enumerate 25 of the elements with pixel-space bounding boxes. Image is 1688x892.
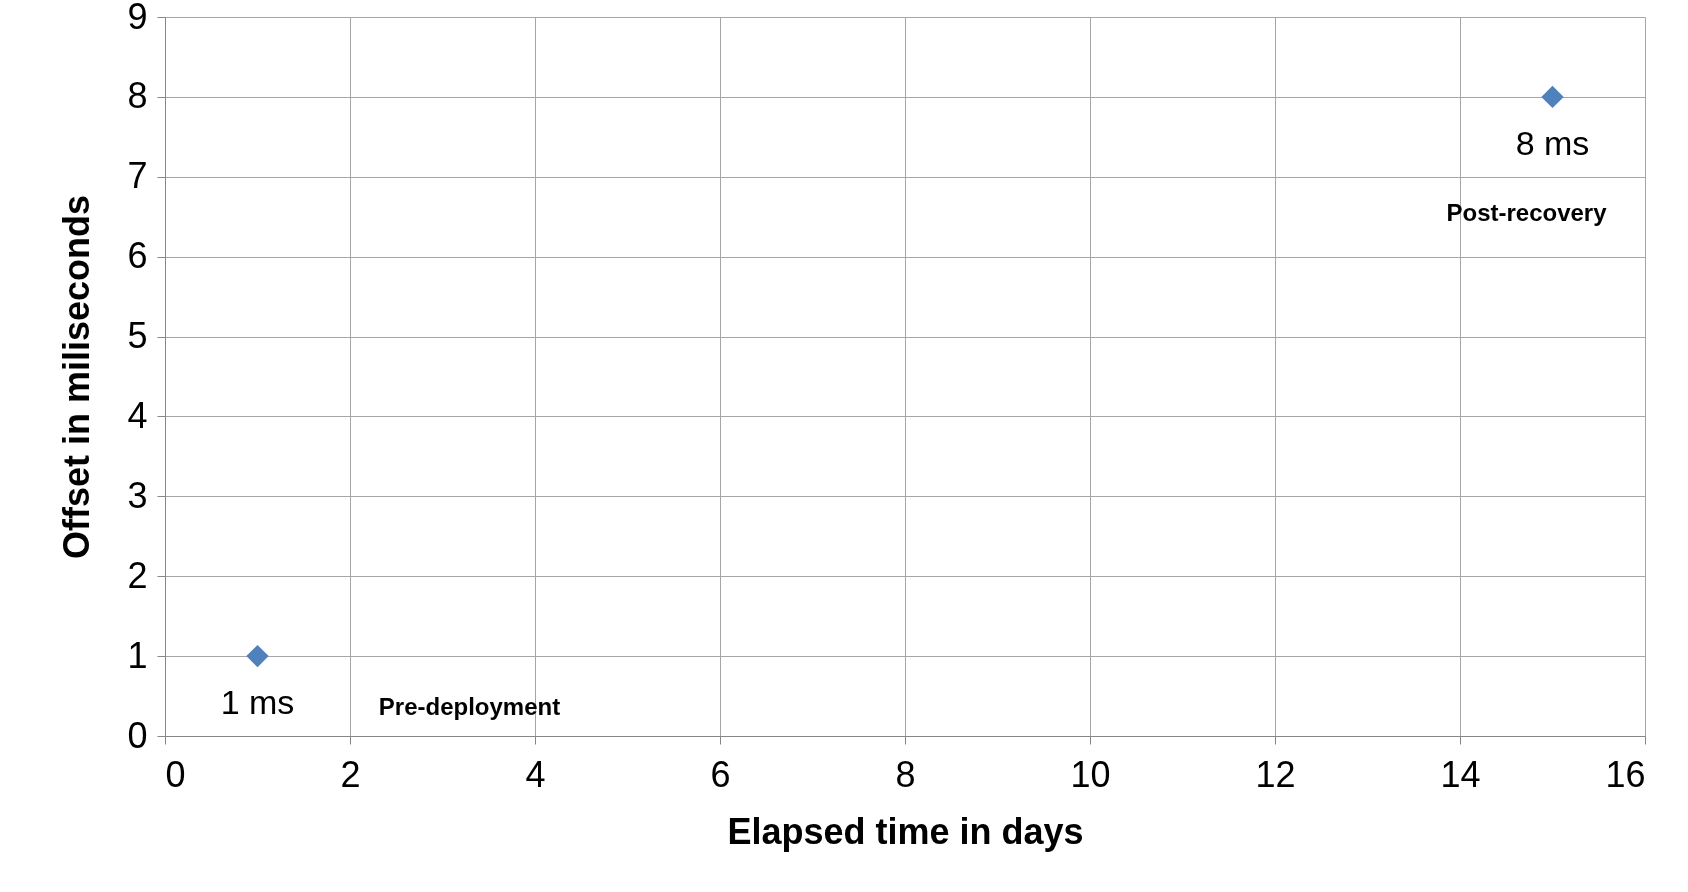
y-tick-label: 6 <box>127 235 148 277</box>
y-tick-label: 2 <box>127 554 148 596</box>
y-tick-label: 1 <box>127 634 148 676</box>
x-tick-label: 10 <box>1070 753 1111 795</box>
y-tick-label: 5 <box>127 315 148 357</box>
y-axis-title: Offset in miliseconds <box>56 194 98 560</box>
data-label: 1 ms <box>220 683 295 722</box>
x-tick-label: 8 <box>895 753 916 795</box>
x-tick-label: 14 <box>1440 753 1481 795</box>
x-tick-label: 6 <box>710 753 731 795</box>
y-tick-label: 7 <box>127 155 148 197</box>
x-tick-label: 12 <box>1255 753 1296 795</box>
x-axis-title: Elapsed time in days <box>727 810 1084 852</box>
data-label: 8 ms <box>1515 123 1590 162</box>
x-tick-label: 16 <box>1605 753 1646 795</box>
y-tick-label: 8 <box>127 75 148 117</box>
annotation: Post-recovery <box>1446 198 1608 226</box>
x-tick-label: 4 <box>525 753 546 795</box>
y-tick-label: 0 <box>127 714 148 756</box>
x-tick-label: 2 <box>340 753 361 795</box>
y-tick-label: 3 <box>127 474 148 516</box>
y-tick-label: 9 <box>127 0 148 37</box>
x-tick-label: 0 <box>165 753 186 795</box>
annotation: Pre-deployment <box>378 693 561 721</box>
y-tick-label: 4 <box>127 394 148 436</box>
